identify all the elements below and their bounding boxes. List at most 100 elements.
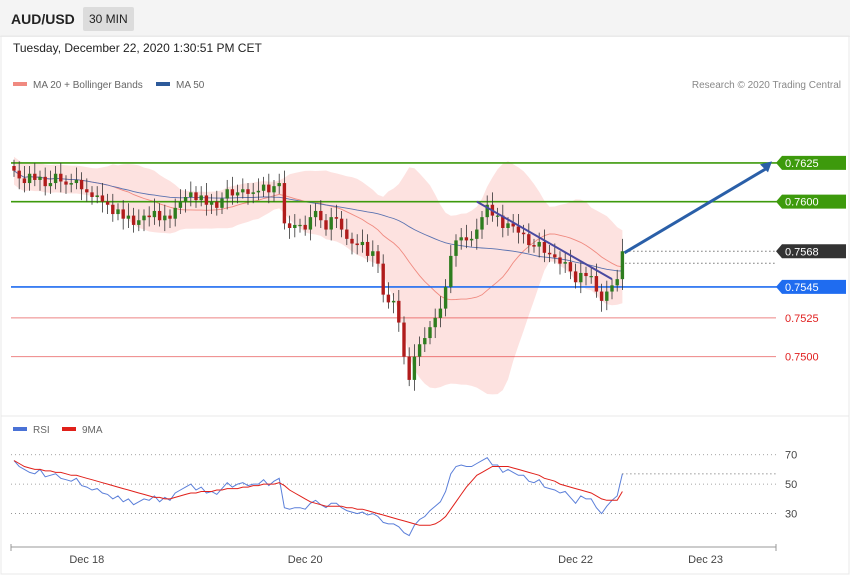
candle-body [532,245,536,247]
candle-body [495,215,500,217]
rsi-tick-label: 30 [785,509,797,521]
candle-body [116,209,120,215]
candle-body [584,272,588,277]
candle-body [178,201,183,208]
candle-body [475,229,479,239]
candle-body [33,173,37,180]
candle-body [610,285,614,292]
candle-body [527,234,531,246]
candle-body [137,220,141,225]
candle-body [282,183,287,224]
candle-body [402,322,406,357]
candle-body [12,166,16,171]
candle-body [511,223,515,227]
currency-pair-title: AUD/USD [11,11,75,27]
candle-body [537,241,541,247]
level-label: 0.7525 [785,313,819,325]
bollinger-band-fill [14,156,623,395]
legend-rsi-label: RSI [33,425,50,436]
candle-body [386,294,391,303]
level-tag [776,244,846,259]
candle-body [209,201,214,205]
candle-body [157,210,162,221]
candle-body [464,237,469,241]
candle-body [69,183,73,185]
candle-body [516,226,521,233]
candle-body [241,189,245,193]
candle-body [95,195,99,197]
legend-ma50-swatch [156,82,170,87]
candle-body [173,207,177,219]
x-tick-label: Dec 20 [288,554,323,566]
candle-body [74,179,79,184]
ma50-line [13,170,623,272]
candle-body [235,192,240,196]
candle-body [277,183,281,187]
candle-body [225,189,229,199]
candle-body [163,215,167,221]
candle-body [553,254,557,258]
candle-body [423,338,427,345]
candle-body [64,181,68,185]
candle-body [105,201,110,205]
chart-timestamp: Tuesday, December 22, 2020 1:30:51 PM CE… [13,41,262,55]
candle-body [506,223,510,228]
candle-body [443,286,448,309]
candle-body [293,224,297,228]
candle-body [573,271,578,283]
candle-body [480,217,484,230]
candle-body [579,272,583,283]
candles [12,159,625,391]
level-label: 0.7568 [785,246,819,258]
candle-body [168,215,172,219]
candle-body [48,183,53,187]
candle-body [365,241,370,256]
candle-body [360,241,365,246]
candle-body [189,192,193,197]
candle-body [324,220,328,230]
candle-body [615,279,619,286]
candle-body [152,210,157,218]
candle-body [412,356,417,380]
candle-body [121,209,125,219]
candle-body [246,189,250,194]
candle-body [204,195,209,205]
legend-9ma: 9MA [62,425,103,436]
candle-body [469,238,474,241]
candle-body [501,215,505,228]
candle-body [272,186,276,193]
level-label: 0.7600 [785,197,819,209]
candle-body [620,251,625,280]
legend-ma20-label: MA 20 + Bollinger Bands [33,80,143,91]
candle-body [59,173,63,182]
candle-body [298,224,302,227]
rsi-tick-label: 70 [785,450,797,462]
candle-body [558,257,562,264]
candle-body [17,170,21,179]
candle-body [428,327,432,339]
candle-body [22,178,27,184]
x-tick-label: Dec 23 [688,554,723,566]
candle-body [111,204,115,215]
candle-body [599,291,604,301]
timeframe-badge[interactable]: 30 MIN [83,7,134,31]
candle-body [417,344,422,357]
candle-body [547,252,552,255]
rsi-line [13,457,623,537]
candle-body [319,210,323,221]
legend-9ma-label: 9MA [82,425,103,436]
candle-body [329,217,333,230]
candle-body [485,204,489,218]
legend-ma20: MA 20 + Bollinger Bands [13,80,143,91]
candle-body [27,173,32,184]
legend-rsi-swatch [13,427,27,432]
candle-body [381,263,385,295]
legend-ma50-label: MA 50 [176,80,205,91]
candle-body [454,240,458,256]
legend-rsi: RSI [13,425,50,436]
candle-body [267,184,271,193]
level-label: 0.7500 [785,352,819,364]
candle-body [459,237,463,241]
candle-body [142,215,146,221]
